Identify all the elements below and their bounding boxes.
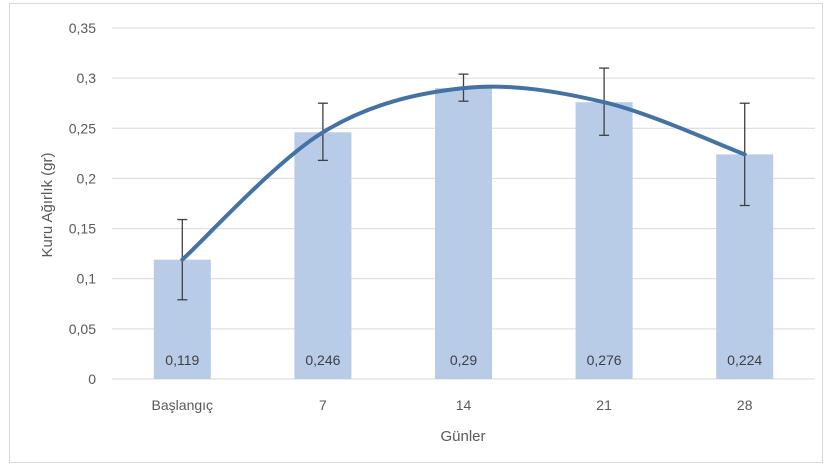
x-tick-label: 28 xyxy=(737,397,753,413)
y-tick-label: 0,05 xyxy=(69,321,96,337)
x-tick-label: 7 xyxy=(319,397,327,413)
x-tick-label: 21 xyxy=(596,397,612,413)
y-tick-label: 0,35 xyxy=(69,20,96,36)
trendline-layer xyxy=(180,84,747,262)
bar-data-label: 0,246 xyxy=(305,352,340,368)
x-axis-ticks: Başlangıç 7 14 21 28 xyxy=(152,397,753,413)
trendline xyxy=(180,84,747,262)
y-tick-label: 0,1 xyxy=(77,271,97,287)
bars xyxy=(153,88,774,380)
y-axis-title: Kuru Ağırlık (gr) xyxy=(39,152,56,257)
x-tick-label: Başlangıç xyxy=(152,397,213,413)
data-labels: 0,119 0,246 0,29 0,276 0,224 xyxy=(165,352,762,368)
bar xyxy=(294,132,352,379)
y-tick-label: 0,15 xyxy=(69,221,96,237)
bar-data-label: 0,276 xyxy=(587,352,622,368)
y-tick-label: 0,3 xyxy=(77,70,97,86)
x-tick-label: 14 xyxy=(456,397,472,413)
y-tick-label: 0,25 xyxy=(69,120,96,136)
bar xyxy=(575,102,633,379)
bar-data-label: 0,119 xyxy=(165,352,199,368)
y-tick-label: 0 xyxy=(88,371,96,387)
bar xyxy=(435,88,492,380)
y-axis-ticks: 0 0,05 0,1 0,15 0,2 0,25 0,3 0,35 xyxy=(69,20,96,387)
y-tick-label: 0,2 xyxy=(77,170,97,186)
x-axis-title: Günler xyxy=(440,428,485,445)
bar-data-label: 0,224 xyxy=(727,352,762,368)
bar-data-label: 0,29 xyxy=(450,352,477,368)
chart-frame xyxy=(9,3,823,463)
